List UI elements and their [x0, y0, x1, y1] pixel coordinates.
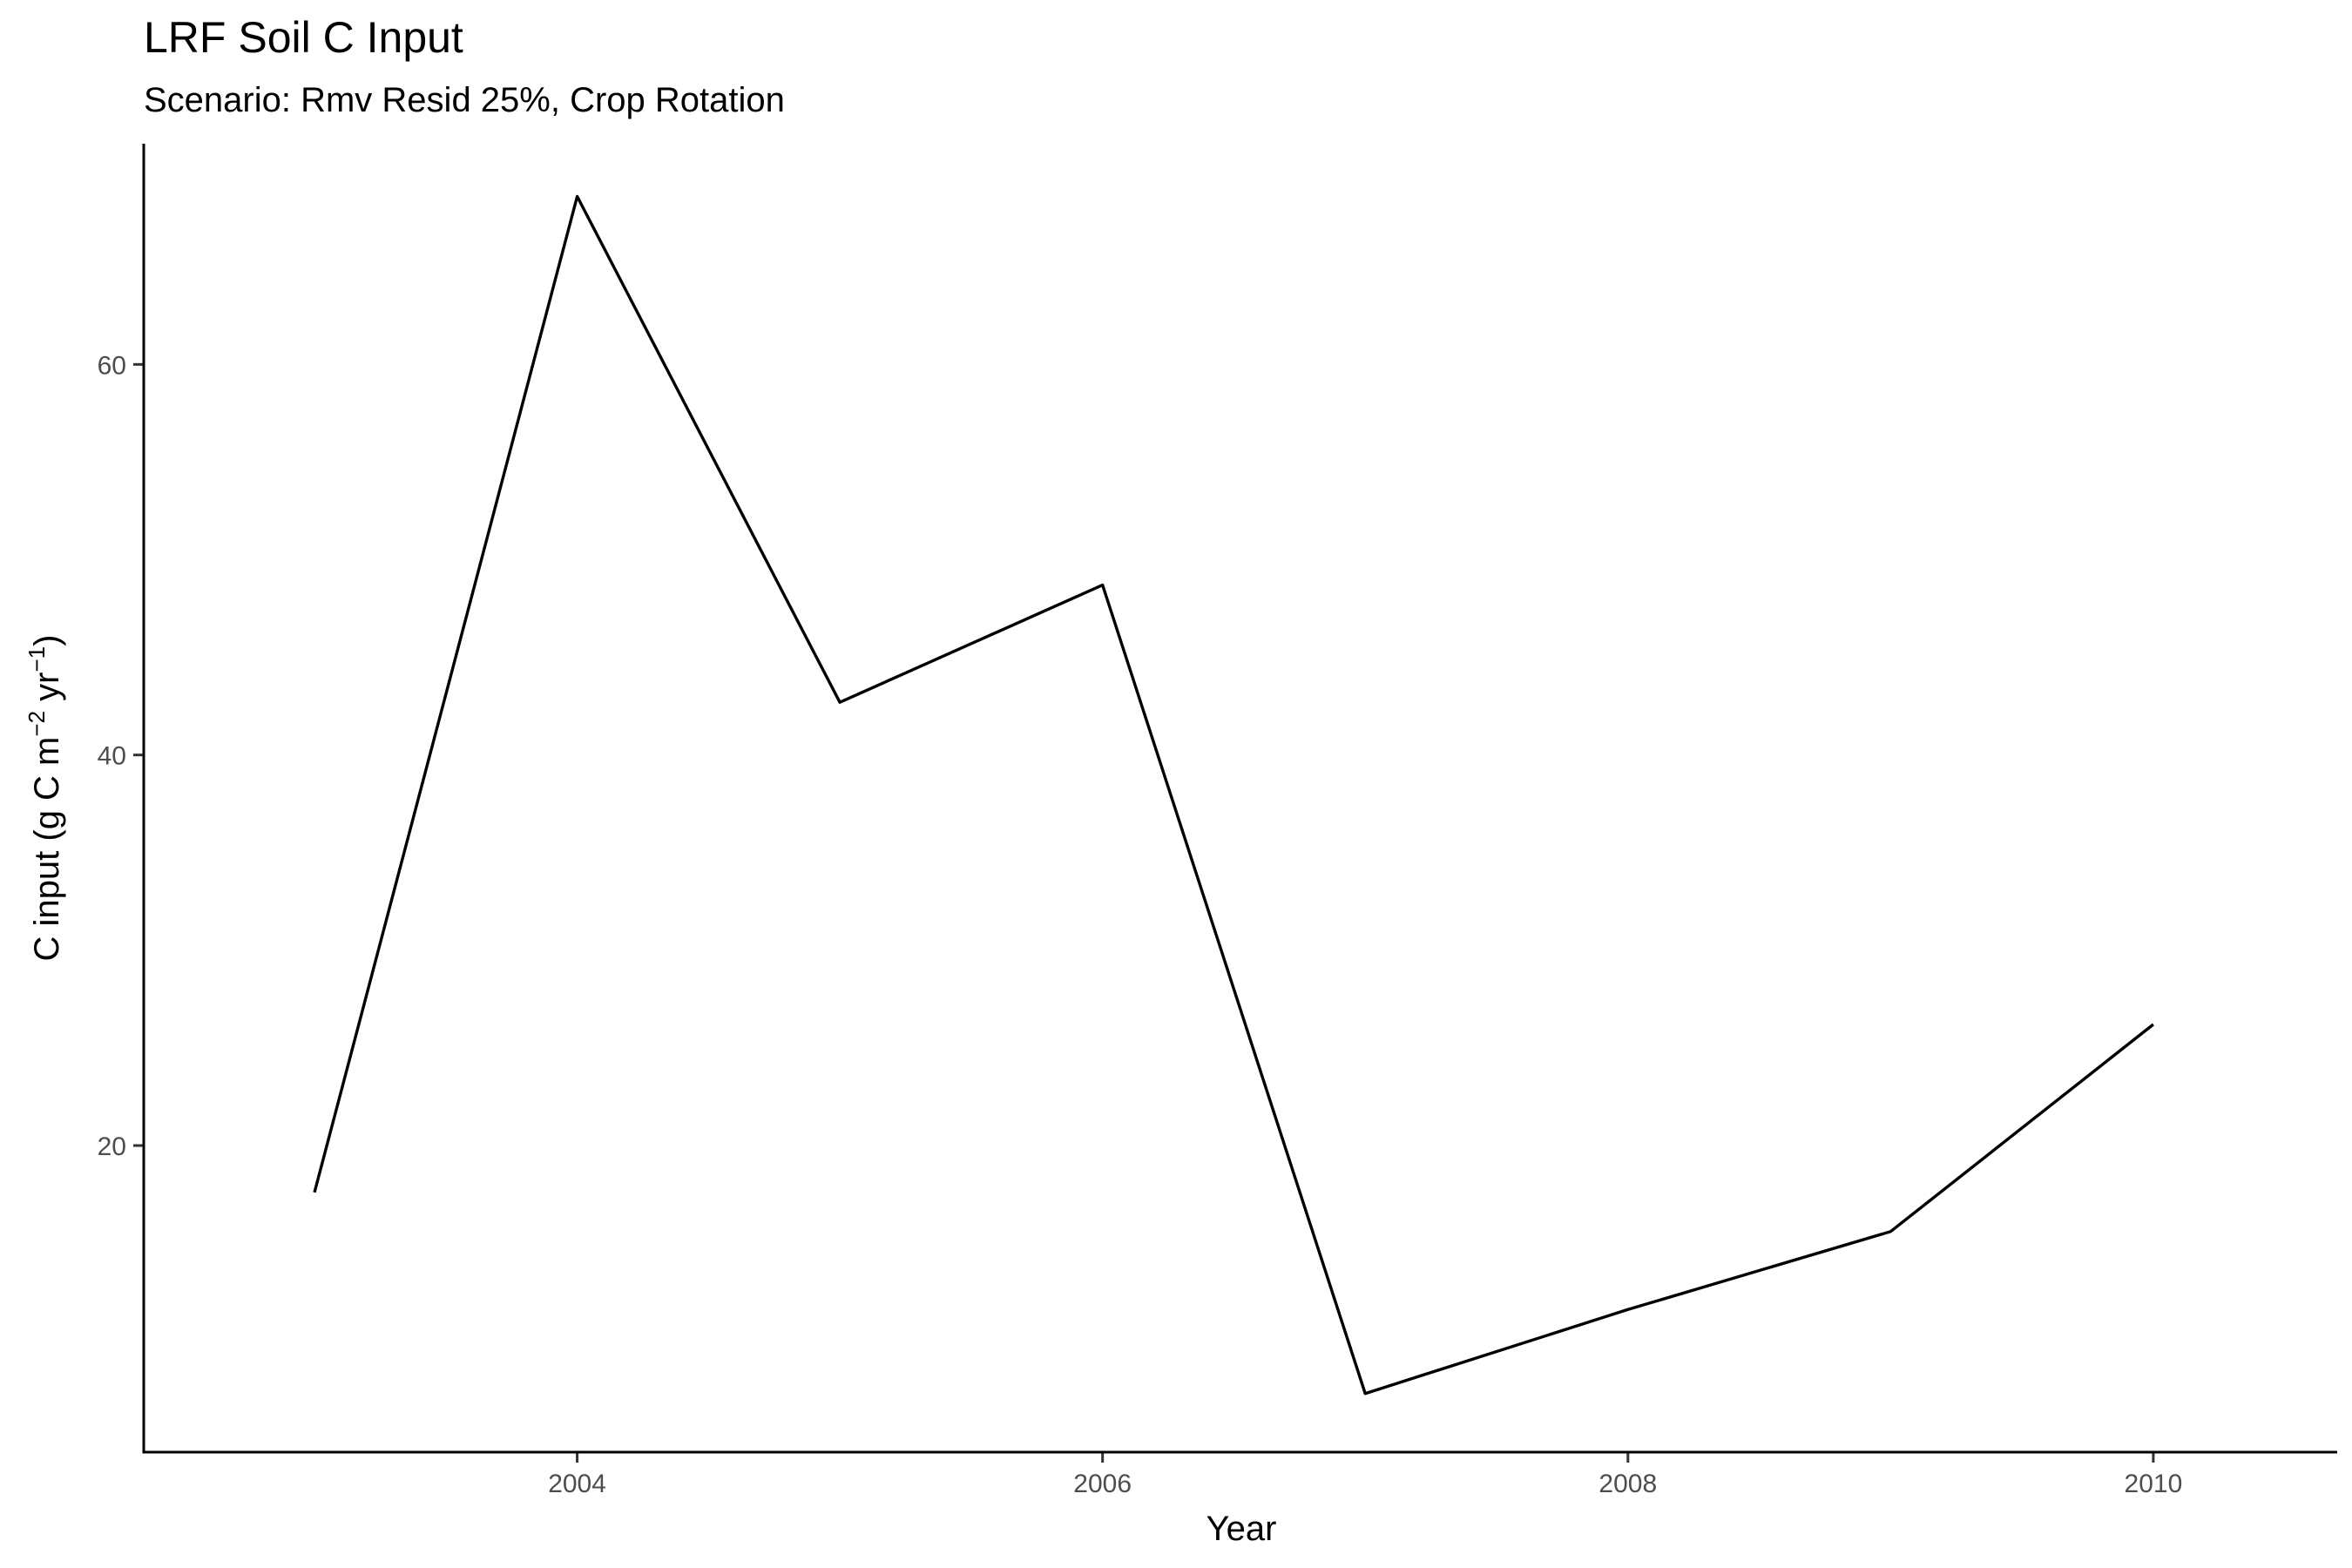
- chart-subtitle: Scenario: Rmv Resid 25%, Crop Rotation: [144, 81, 785, 119]
- x-tick-label: 2010: [2125, 1470, 2183, 1498]
- y-axis-title-main: C input (g C m: [28, 737, 66, 962]
- y-axis-title-exponent-1: −2: [24, 711, 50, 737]
- x-axis-ticks: 2004 2006 2008 2010: [548, 1452, 2182, 1498]
- x-tick-label: 2004: [548, 1470, 606, 1498]
- y-axis-title-unit: yr: [28, 672, 66, 711]
- x-tick-label: 2006: [1073, 1470, 1132, 1498]
- y-tick-label: 20: [98, 1132, 126, 1161]
- y-axis-title-close: ): [28, 635, 66, 646]
- x-axis-title: Year: [1206, 1510, 1277, 1548]
- y-axis-title-exponent-2: −1: [24, 646, 50, 672]
- y-axis-title: C input (g C m−2 yr−1): [24, 635, 66, 962]
- x-tick-label: 2008: [1598, 1470, 1657, 1498]
- chart-title: LRF Soil C Input: [144, 13, 463, 62]
- y-axis-ticks: 20 40 60: [98, 351, 144, 1161]
- y-tick-label: 40: [98, 742, 126, 771]
- y-tick-label: 60: [98, 351, 126, 380]
- series-line: [313, 194, 2154, 1396]
